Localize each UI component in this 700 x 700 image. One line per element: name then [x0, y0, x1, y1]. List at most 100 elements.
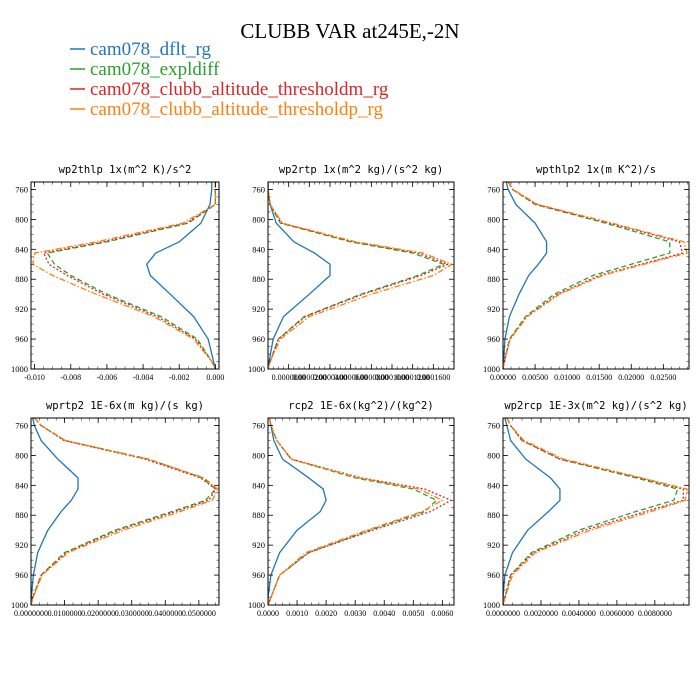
x-tick-label: 0.0200000 — [81, 609, 115, 618]
x-tick-label: 0.0000200 — [292, 373, 326, 382]
y-tick-label: 880 — [487, 274, 500, 284]
y-tick-label: 960 — [487, 570, 500, 580]
y-tick-label: 920 — [252, 304, 265, 314]
x-tick-label: 0.0000800 — [354, 373, 388, 382]
y-tick-label: 880 — [252, 274, 265, 284]
y-tick-label: 920 — [15, 540, 28, 550]
panel-title: wp2rcp 1E-3x(m^2 kg)/(s^2 kg) — [504, 400, 687, 412]
x-tick-label: 0.02000 — [618, 373, 644, 382]
y-tick-label: 880 — [15, 274, 28, 284]
y-tick-label: 1000 — [248, 364, 265, 374]
y-tick-label: 960 — [487, 334, 500, 344]
legend-label: cam078_dflt_rg — [90, 39, 212, 60]
series-line — [31, 418, 217, 605]
x-tick-label: 0.0000 — [257, 609, 279, 618]
x-tick-label: 0.0100000 — [48, 609, 82, 618]
legend-label: cam078_clubb_altitude_thresholdp_rg — [90, 99, 384, 120]
y-tick-label: 840 — [15, 480, 28, 490]
series-line — [32, 182, 217, 369]
x-tick-label: 0.01000 — [554, 373, 580, 382]
y-tick-label: 760 — [252, 184, 265, 194]
y-tick-label: 840 — [252, 244, 265, 254]
x-tick-label: 0.0010 — [286, 609, 308, 618]
y-tick-label: 960 — [15, 570, 28, 580]
series-line — [268, 182, 445, 369]
x-tick-label: 0.0001200 — [396, 373, 430, 382]
series-line — [43, 182, 217, 369]
y-tick-label: 800 — [487, 450, 500, 460]
panel: wp2thlp 1x(m^2 K)/s^2 760 800 840 880 920 960 1… — [11, 164, 224, 382]
panel-title: wp2thlp 1x(m^2 K)/s^2 — [59, 164, 192, 176]
chart-title: CLUBB VAR at245E,-2N — [240, 19, 459, 43]
x-tick-label: 0.0001000 — [375, 373, 409, 382]
x-tick-label: -0.008 — [60, 373, 81, 382]
panel: wprtp2 1E-6x(m kg)/(s kg) 760 800 840 880 920… — [11, 400, 220, 618]
x-tick-label: 0.0040 — [373, 609, 395, 618]
x-tick-label: 0.0050 — [402, 609, 424, 618]
panel-title: wpthlp2 1x(m K^2)/s — [536, 164, 656, 176]
y-tick-label: 920 — [15, 304, 28, 314]
y-tick-label: 760 — [252, 420, 265, 430]
x-tick-label: 0.0300000 — [115, 609, 149, 618]
series-line — [503, 418, 688, 605]
series-line — [503, 182, 671, 369]
panel: rcp2 1E-6x(kg^2)/(kg^2) 760 800 840 880 920 96… — [248, 400, 455, 618]
series-line — [268, 418, 438, 605]
series-line — [268, 418, 444, 605]
x-tick-label: -0.004 — [133, 373, 154, 382]
y-tick-label: 760 — [487, 420, 500, 430]
series-line — [268, 182, 449, 369]
series-line — [268, 418, 452, 605]
y-tick-label: 880 — [487, 510, 500, 520]
x-tick-label: 0.0060000 — [600, 609, 634, 618]
legend-label: cam078_clubb_altitude_thresholdm_rg — [90, 79, 389, 100]
x-tick-label: 0.0060 — [431, 609, 453, 618]
series-line — [31, 418, 219, 605]
series-line — [503, 182, 688, 369]
y-tick-label: 840 — [487, 480, 500, 490]
y-tick-label: 800 — [252, 450, 265, 460]
y-tick-label: 800 — [15, 214, 28, 224]
x-tick-label: -0.002 — [169, 373, 190, 382]
y-tick-label: 1000 — [11, 364, 28, 374]
series-line — [503, 418, 679, 605]
series-line — [268, 182, 453, 369]
y-tick-label: 880 — [15, 510, 28, 520]
y-tick-label: 840 — [252, 480, 265, 490]
y-tick-label: 760 — [487, 184, 500, 194]
panel-title: wp2rtp 1x(m^2 kg)/(s^2 kg) — [279, 164, 443, 176]
axes-frame — [502, 181, 690, 370]
x-tick-label: 0.0030 — [344, 609, 366, 618]
x-tick-label: 0.0000600 — [334, 373, 368, 382]
axes-frame — [30, 181, 220, 370]
y-tick-label: 840 — [487, 244, 500, 254]
panels-grid: wp2thlp 1x(m^2 K)/s^2 760 800 840 880 920 960 1… — [11, 164, 690, 618]
axes-frame — [502, 417, 690, 606]
x-tick-label: 0.0020000 — [524, 609, 558, 618]
y-tick-label: 960 — [252, 570, 265, 580]
x-tick-label: 0.0000000 — [14, 609, 48, 618]
y-tick-label: 1000 — [483, 600, 500, 610]
y-tick-label: 1000 — [483, 364, 500, 374]
y-tick-label: 920 — [487, 304, 500, 314]
y-tick-label: 760 — [15, 184, 28, 194]
x-tick-label: 0.00000 — [490, 373, 516, 382]
x-tick-label: 0.0001600 — [416, 373, 450, 382]
y-tick-label: 840 — [15, 244, 28, 254]
legend-label: cam078_expldiff — [90, 59, 220, 80]
axes-frame — [267, 417, 455, 606]
series-line — [31, 418, 79, 605]
y-tick-label: 920 — [252, 540, 265, 550]
legend: cam078_dflt_rgcam078_expldiffcam078_club… — [70, 39, 389, 120]
y-tick-label: 800 — [15, 450, 28, 460]
axes-frame — [267, 181, 455, 370]
y-tick-label: 800 — [252, 214, 265, 224]
x-tick-label: 0.0500000 — [182, 609, 216, 618]
series-line — [46, 182, 217, 369]
panel: wpthlp2 1x(m K^2)/s 760 800 840 880 920 960 100… — [483, 164, 690, 382]
x-tick-label: 0.0000000 — [272, 373, 306, 382]
x-tick-label: 0.01500 — [586, 373, 612, 382]
x-tick-label: 0.0400000 — [148, 609, 182, 618]
panel: wp2rcp 1E-3x(m^2 kg)/(s^2 kg) 760 800 840 88… — [483, 400, 690, 618]
series-line — [503, 418, 684, 605]
